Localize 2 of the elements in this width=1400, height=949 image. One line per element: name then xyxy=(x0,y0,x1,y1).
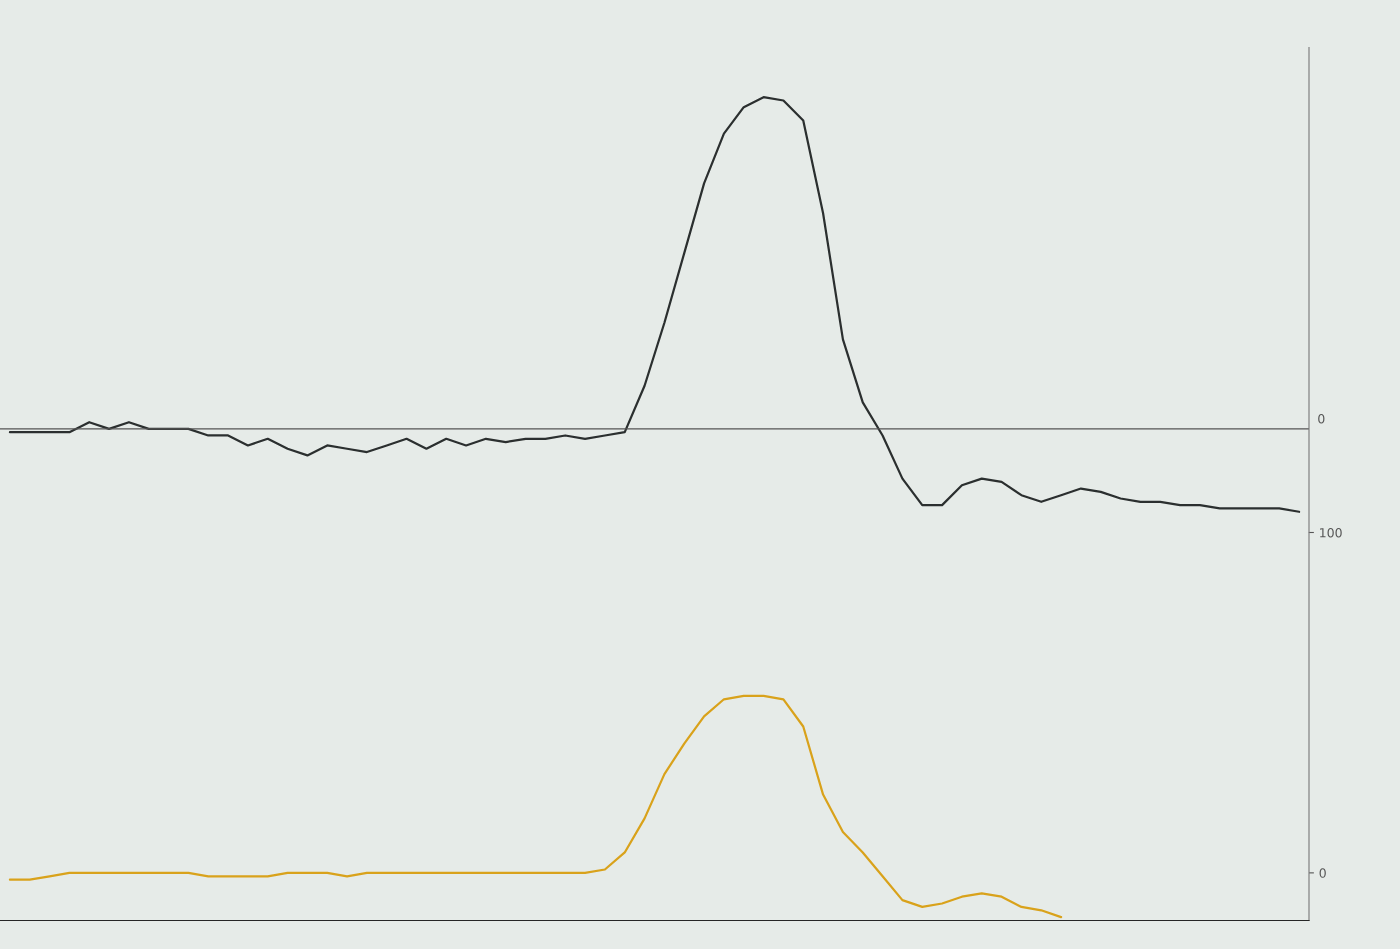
line-series xyxy=(8,694,1063,919)
y-tick-label: 100 xyxy=(1320,527,1342,538)
